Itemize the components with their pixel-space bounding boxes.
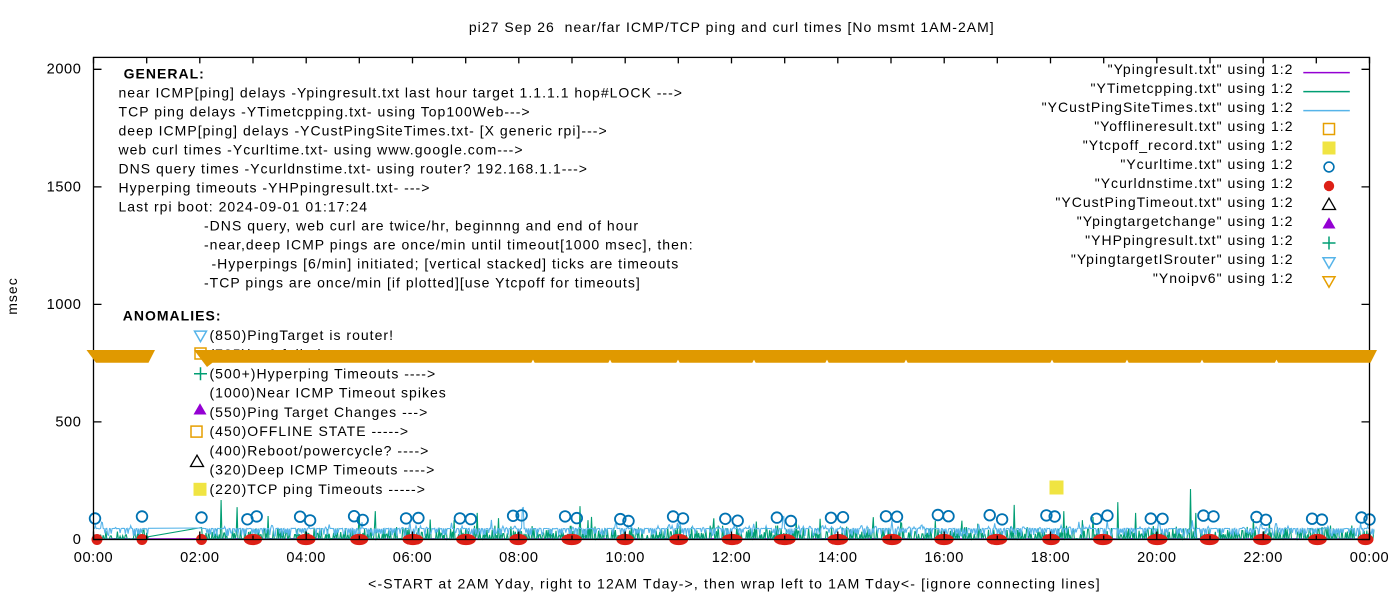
svg-text:22:00: 22:00 <box>1243 550 1283 566</box>
svg-text:08:00: 08:00 <box>499 550 539 566</box>
svg-text:-Hyperpings [6/min] initiated;: -Hyperpings [6/min] initiated; [vertical… <box>212 256 680 272</box>
svg-text:1500: 1500 <box>47 179 82 195</box>
svg-text:(850)PingTarget is router!: (850)PingTarget is router! <box>210 327 395 343</box>
svg-text:"YTimetcpping.txt" using 1:2: "YTimetcpping.txt" using 1:2 <box>1091 80 1294 96</box>
svg-text:"YCustPingTimeout.txt" using 1: "YCustPingTimeout.txt" using 1:2 <box>1055 194 1293 210</box>
svg-text:deep ICMP[ping] delays -YCustP: deep ICMP[ping] delays -YCustPingSiteTim… <box>119 123 608 139</box>
svg-text:04:00: 04:00 <box>286 550 326 566</box>
svg-text:pi27 Sep 26 near/far ICMP/TCP: pi27 Sep 26 near/far ICMP/TCP ping and c… <box>469 19 995 35</box>
svg-text:18:00: 18:00 <box>1031 550 1071 566</box>
svg-text:(550)Ping Target Changes --->: (550)Ping Target Changes ---> <box>210 404 429 420</box>
svg-text:"YHPpingresult.txt" using 1:2: "YHPpingresult.txt" using 1:2 <box>1085 232 1293 248</box>
svg-text:00:00: 00:00 <box>1350 550 1390 566</box>
svg-text:"Yofflineresult.txt" using 1:2: "Yofflineresult.txt" using 1:2 <box>1094 118 1293 134</box>
svg-text:Hyperping timeouts -YHPpingres: Hyperping timeouts -YHPpingresult.txt- -… <box>119 180 431 196</box>
svg-text:"Ycurldnstime.txt" using 1:2: "Ycurldnstime.txt" using 1:2 <box>1095 175 1294 191</box>
svg-text:(220)TCP ping Timeouts ----->: (220)TCP ping Timeouts -----> <box>210 481 426 497</box>
svg-text:(450)OFFLINE STATE ----->: (450)OFFLINE STATE -----> <box>210 423 410 439</box>
svg-text:02:00: 02:00 <box>180 550 220 566</box>
svg-text:msec: msec <box>4 277 20 315</box>
svg-text:(320)Deep ICMP Timeouts ---->: (320)Deep ICMP Timeouts ----> <box>210 462 436 478</box>
svg-text:-DNS query, web curl are twice: -DNS query, web curl are twice/hr, begin… <box>204 218 639 234</box>
svg-text:20:00: 20:00 <box>1137 550 1177 566</box>
svg-text:2000: 2000 <box>47 62 82 78</box>
svg-text:web curl times -Ycurltime.txt-: web curl times -Ycurltime.txt- using www… <box>118 142 524 158</box>
svg-text:500: 500 <box>55 414 81 430</box>
svg-text:"Ynoipv6" using 1:2: "Ynoipv6" using 1:2 <box>1153 270 1294 286</box>
svg-text:0: 0 <box>73 532 82 548</box>
svg-text:GENERAL:: GENERAL: <box>124 66 205 82</box>
svg-text:Last rpi boot: 2024-09-01 01:1: Last rpi boot: 2024-09-01 01:17:24 <box>119 199 369 215</box>
svg-text:"Ytcpoff_record.txt" using 1:2: "Ytcpoff_record.txt" using 1:2 <box>1083 137 1294 153</box>
svg-text:10:00: 10:00 <box>605 550 645 566</box>
svg-text:DNS query times -Ycurldnstime.: DNS query times -Ycurldnstime.txt- using… <box>119 161 589 177</box>
svg-text:<-START at 2AM Yday, right to: <-START at 2AM Yday, right to 12AM Tday-… <box>368 576 1101 592</box>
svg-text:(1000)Near ICMP Timeout spikes: (1000)Near ICMP Timeout spikes <box>210 385 447 401</box>
svg-text:14:00: 14:00 <box>818 550 858 566</box>
svg-text:ANOMALIES:: ANOMALIES: <box>123 307 222 323</box>
svg-text:1000: 1000 <box>47 297 82 313</box>
svg-text:"Ycurltime.txt" using 1:2: "Ycurltime.txt" using 1:2 <box>1120 156 1293 172</box>
svg-text:06:00: 06:00 <box>393 550 433 566</box>
svg-text:(400)Reboot/powercycle? ---->: (400)Reboot/powercycle? ----> <box>210 442 430 458</box>
svg-text:16:00: 16:00 <box>924 550 964 566</box>
svg-text:-near,deep ICMP pings are once: -near,deep ICMP pings are once/min until… <box>204 237 694 253</box>
svg-text:TCP ping delays -YTimetcpping.: TCP ping delays -YTimetcpping.txt- using… <box>119 104 531 120</box>
svg-text:"YCustPingSiteTimes.txt" using: "YCustPingSiteTimes.txt" using 1:2 <box>1042 99 1294 115</box>
svg-text:"Ypingtargetchange" using 1:2: "Ypingtargetchange" using 1:2 <box>1077 213 1294 229</box>
svg-text:12:00: 12:00 <box>712 550 752 566</box>
svg-text:"Ypingresult.txt" using 1:2: "Ypingresult.txt" using 1:2 <box>1108 61 1294 77</box>
svg-text:-TCP pings are once/min [if pl: -TCP pings are once/min [if plotted][use… <box>204 275 641 291</box>
svg-text:"YpingtargetISrouter" using 1:: "YpingtargetISrouter" using 1:2 <box>1071 251 1294 267</box>
svg-text:near ICMP[ping] delays -Ypingr: near ICMP[ping] delays -Ypingresult.txt … <box>119 85 684 101</box>
svg-text:(500+)Hyperping Timeouts ---->: (500+)Hyperping Timeouts ----> <box>210 365 437 381</box>
svg-text:00:00: 00:00 <box>74 550 114 566</box>
